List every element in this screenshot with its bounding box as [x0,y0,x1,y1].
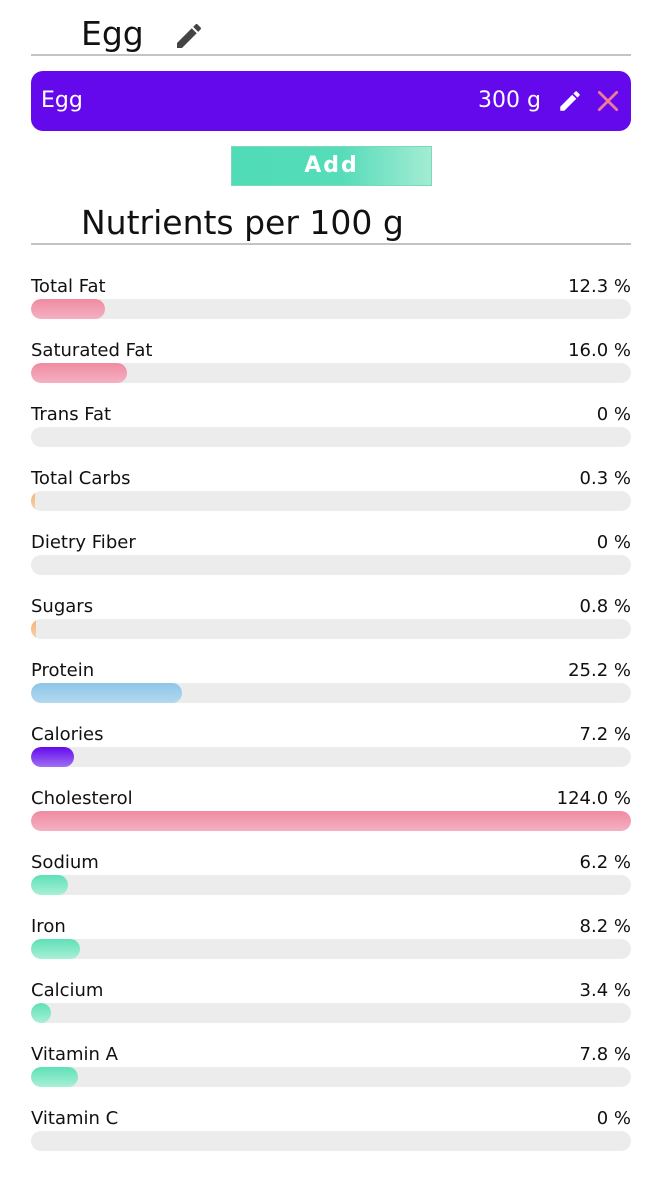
nutrient-row: Saturated Fat 16.0 % [31,336,631,400]
nutrient-progress-fill [31,1067,78,1087]
nutrient-progress-track [31,875,631,895]
nutrient-progress-track [31,555,631,575]
nutrient-percent: 16.0 % [568,340,631,361]
nutrient-row: Vitamin A 7.8 % [31,1040,631,1104]
nutrient-row: Total Fat 12.3 % [31,272,631,336]
nutrient-progress-fill [31,747,75,767]
nutrient-percent: 7.2 % [579,724,631,745]
nutrient-label: Sodium [31,852,99,873]
nutrient-label: Calcium [31,980,104,1001]
nutrient-row: Calcium 3.4 % [31,976,631,1040]
edit-ingredient-pencil-icon[interactable] [557,88,583,114]
nutrient-progress-fill [31,939,81,959]
nutrition-panel: Egg Egg 300 g Add Nutrients per 100 g To… [31,0,631,1151]
nutrient-percent: 124.0 % [556,788,631,809]
nutrient-progress-track [31,427,631,447]
nutrient-label: Saturated Fat [31,340,153,361]
nutrient-progress-track [31,299,631,319]
nutrient-row: Calories 7.2 % [31,720,631,784]
nutrient-label: Calories [31,724,104,745]
nutrient-progress-track [31,1067,631,1087]
nutrient-progress-track [31,939,631,959]
nutrient-progress-fill [31,875,69,895]
nutrient-progress-track [31,1003,631,1023]
nutrient-percent: 6.2 % [579,852,631,873]
nutrient-label: Total Carbs [31,468,131,489]
food-title: Egg [81,14,144,53]
nutrient-label: Total Fat [31,276,106,297]
nutrient-percent: 25.2 % [568,660,631,681]
nutrient-row: Protein 25.2 % [31,656,631,720]
nutrients-section-header: Nutrients per 100 g [31,200,631,245]
nutrient-progress-track [31,683,631,703]
remove-ingredient-close-icon[interactable] [595,88,621,114]
nutrient-progress-fill [31,619,36,639]
nutrient-progress-track [31,491,631,511]
nutrient-percent: 0.3 % [579,468,631,489]
nutrient-percent: 7.8 % [579,1044,631,1065]
nutrient-progress-fill [31,363,127,383]
nutrient-percent: 0 % [596,1108,631,1129]
add-button[interactable]: Add [231,146,432,186]
nutrient-label: Cholesterol [31,788,133,809]
nutrient-progress-fill [31,299,105,319]
nutrient-percent: 8.2 % [579,916,631,937]
nutrient-progress-fill [31,811,631,831]
nutrient-row: Trans Fat 0 % [31,400,631,464]
nutrient-label: Protein [31,660,95,681]
nutrient-row: Cholesterol 124.0 % [31,784,631,848]
nutrient-label: Sugars [31,596,94,617]
nutrient-row: Sugars 0.8 % [31,592,631,656]
nutrient-label: Dietry Fiber [31,532,136,553]
section-title: Nutrients per 100 g [81,203,404,242]
nutrient-label: Vitamin C [31,1108,119,1129]
nutrient-percent: 0.8 % [579,596,631,617]
nutrient-label: Vitamin A [31,1044,118,1065]
nutrient-percent: 0 % [596,404,631,425]
nutrient-label: Trans Fat [31,404,112,425]
food-title-row: Egg [31,0,631,56]
nutrient-percent: 3.4 % [579,980,631,1001]
nutrient-row: Vitamin C 0 % [31,1104,631,1168]
ingredient-name: Egg [41,88,83,113]
nutrient-progress-track [31,363,631,383]
edit-title-pencil-icon[interactable] [173,20,205,52]
nutrient-progress-fill [31,1003,52,1023]
nutrient-row: Total Carbs 0.3 % [31,464,631,528]
nutrient-progress-track [31,619,631,639]
nutrient-percent: 12.3 % [568,276,631,297]
nutrient-row: Sodium 6.2 % [31,848,631,912]
nutrient-percent: 0 % [596,532,631,553]
nutrient-progress-track [31,811,631,831]
nutrient-row: Dietry Fiber 0 % [31,528,631,592]
ingredient-item: Egg 300 g [31,71,631,131]
nutrient-progress-track [31,747,631,767]
nutrient-progress-fill [31,683,183,703]
nutrient-label: Iron [31,916,66,937]
nutrient-list: Total Fat 12.3 % Saturated Fat 16.0 % Trans … [31,272,631,1168]
ingredient-quantity: 300 g [478,88,541,113]
nutrient-row: Iron 8.2 % [31,912,631,976]
nutrient-progress-fill [31,491,35,511]
nutrient-progress-track [31,1131,631,1151]
